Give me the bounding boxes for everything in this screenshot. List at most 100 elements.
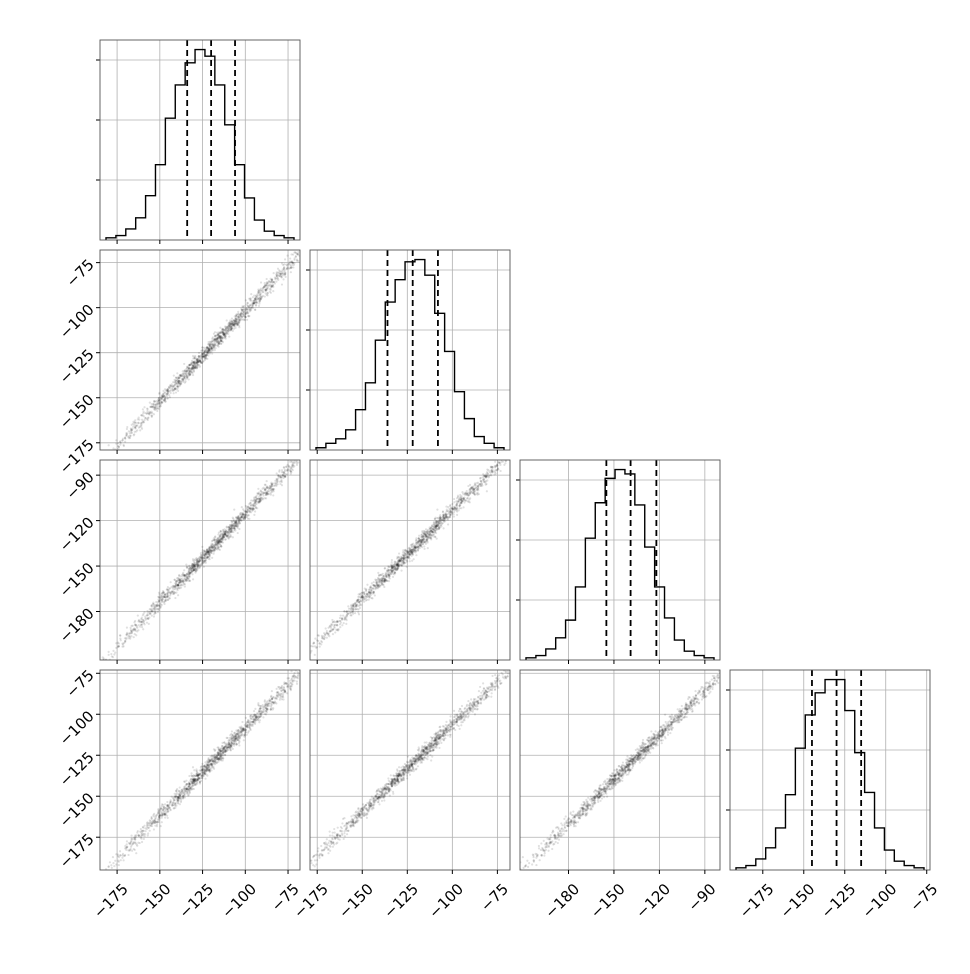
scatter-point xyxy=(375,581,377,583)
scatter-point xyxy=(224,336,226,338)
scatter-point xyxy=(202,349,204,351)
scatter-point xyxy=(190,363,192,365)
scatter-point xyxy=(415,542,417,544)
scatter-point xyxy=(282,679,284,681)
scatter-point xyxy=(238,322,240,324)
scatter-point xyxy=(92,670,94,672)
scatter-point xyxy=(151,406,153,408)
scatter-point xyxy=(102,875,104,877)
scatter-point xyxy=(222,535,224,537)
scatter-point xyxy=(254,500,256,502)
scatter-point xyxy=(248,306,250,308)
scatter-point xyxy=(151,403,153,405)
scatter-point xyxy=(332,415,334,417)
scatter-point xyxy=(143,623,145,625)
scatter-point xyxy=(315,236,317,238)
scatter-point xyxy=(520,434,522,436)
scatter-point xyxy=(289,257,291,259)
scatter-point xyxy=(177,386,179,388)
scatter-point xyxy=(313,656,315,658)
scatter-point xyxy=(252,707,254,709)
scatter-point xyxy=(323,632,325,634)
scatter-point xyxy=(214,347,216,349)
scatter-point xyxy=(140,414,142,416)
scatter-point xyxy=(212,543,214,545)
scatter-point xyxy=(302,447,304,449)
scatter-point xyxy=(166,390,168,392)
scatter-point xyxy=(415,539,417,541)
scatter-point xyxy=(143,419,145,421)
scatter-point xyxy=(313,642,315,644)
scatter-point xyxy=(357,596,359,598)
scatter-point xyxy=(46,520,48,522)
scatter-point xyxy=(273,281,275,283)
scatter-point xyxy=(226,531,228,533)
scatter-point xyxy=(382,573,384,575)
scatter-point xyxy=(176,581,178,583)
scatter-point xyxy=(358,613,360,615)
scatter-point xyxy=(391,565,393,567)
scatter-point xyxy=(109,452,111,454)
scatter-point xyxy=(300,653,302,655)
scatter-point xyxy=(304,248,306,250)
scatter-point xyxy=(251,304,253,306)
scatter-point xyxy=(154,611,156,613)
scatter-point xyxy=(373,581,375,583)
scatter-point xyxy=(378,369,380,371)
scatter-point xyxy=(317,640,319,642)
scatter-point xyxy=(343,610,345,612)
scatter-point xyxy=(257,292,259,294)
scatter-point xyxy=(547,422,549,424)
scatter-point xyxy=(407,551,409,553)
scatter-point xyxy=(97,674,99,676)
scatter-point xyxy=(400,558,402,560)
scatter-point xyxy=(349,198,351,200)
scatter-point xyxy=(526,427,528,429)
scatter-point xyxy=(378,170,380,172)
scatter-point xyxy=(306,653,308,655)
scatter-point xyxy=(134,629,136,631)
scatter-point xyxy=(175,391,177,393)
scatter-point xyxy=(520,440,522,442)
scatter-point xyxy=(216,340,218,342)
scatter-point xyxy=(311,446,313,448)
scatter-point xyxy=(207,551,209,553)
scatter-point xyxy=(156,402,158,404)
scatter-point xyxy=(245,717,247,719)
scatter-point xyxy=(300,451,302,453)
scatter-point xyxy=(169,396,171,398)
scatter-point xyxy=(250,293,252,295)
scatter-point xyxy=(312,234,314,236)
scatter-point xyxy=(246,516,248,518)
scatter-point xyxy=(314,637,316,639)
scatter-point xyxy=(269,291,271,293)
scatter-point xyxy=(258,289,260,291)
scatter-point xyxy=(133,621,135,623)
scatter-point xyxy=(248,503,250,505)
scatter-point xyxy=(242,314,244,316)
histogram-step-2 xyxy=(526,470,714,660)
scatter-point xyxy=(486,479,488,481)
scatter-point xyxy=(309,452,311,454)
scatter-point xyxy=(258,305,260,307)
scatter-point xyxy=(189,573,191,575)
scatter-point xyxy=(326,637,328,639)
scatter-point xyxy=(46,929,48,931)
scatter-point xyxy=(228,335,230,337)
scatter-point xyxy=(198,364,200,366)
scatter-point xyxy=(173,392,175,394)
scatter-point xyxy=(294,454,296,456)
scatter-point xyxy=(265,492,267,494)
scatter-point xyxy=(513,443,515,445)
scatter-point xyxy=(272,488,274,490)
scatter-point xyxy=(486,468,488,470)
scatter-point xyxy=(142,408,144,410)
scatter-point xyxy=(149,402,151,404)
panel-frame xyxy=(100,250,300,450)
scatter-point xyxy=(222,759,224,761)
scatter-point xyxy=(133,434,135,436)
scatter-point xyxy=(328,633,330,635)
scatter-point xyxy=(140,426,142,428)
scatter-point xyxy=(238,517,240,519)
scatter-point xyxy=(140,422,142,424)
